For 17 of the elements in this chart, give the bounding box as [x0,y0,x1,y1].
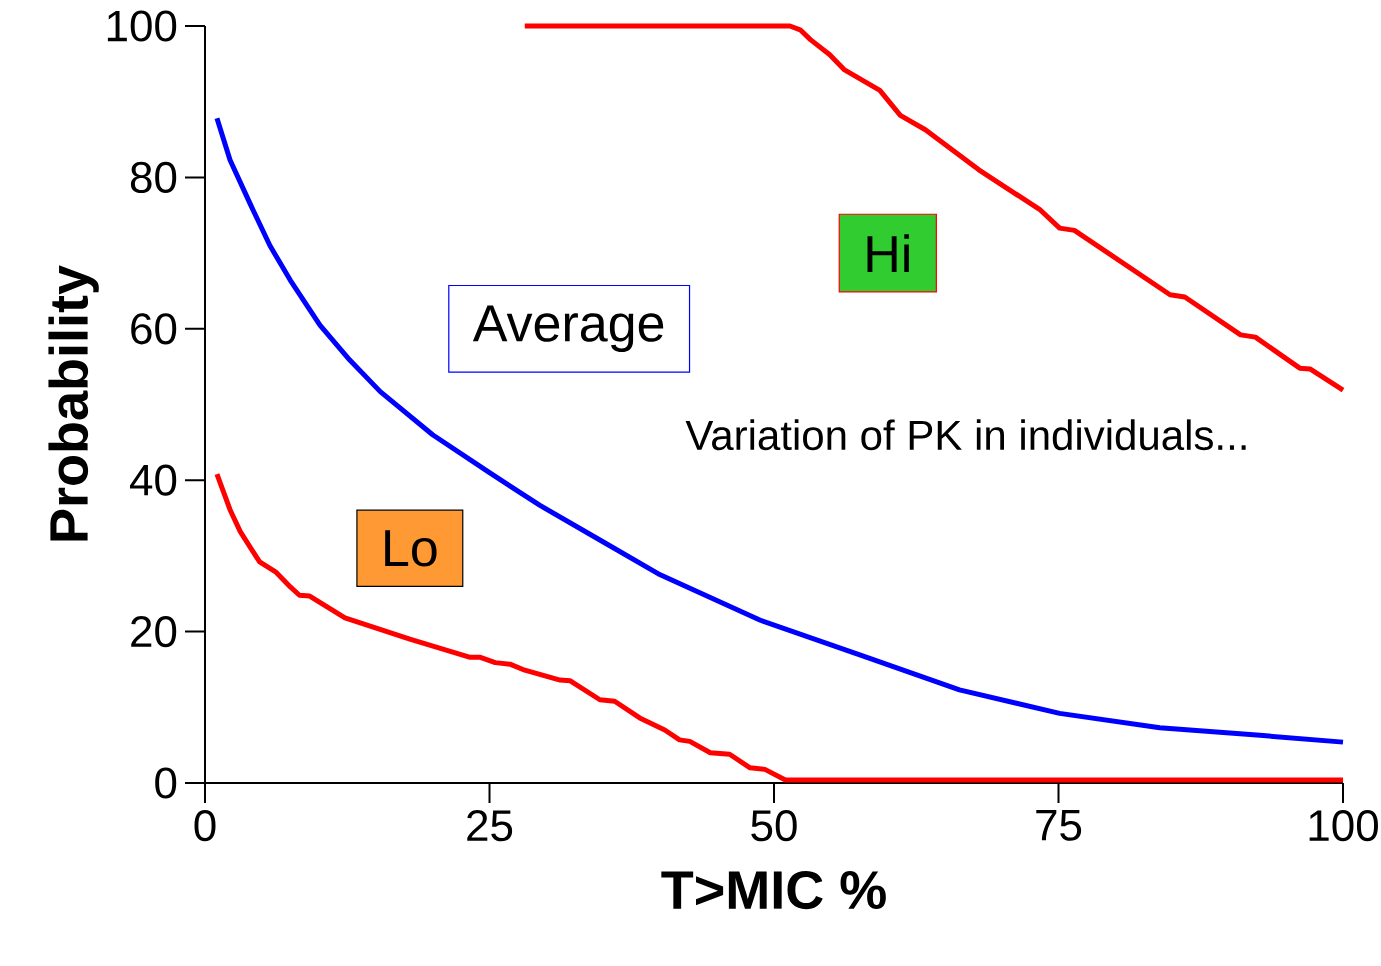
y-tick-label: 40 [130,464,177,496]
series-label: Average [472,305,664,353]
annotation: Variation of PK in individuals... [685,419,1246,451]
y-tick-label: 0 [155,767,177,799]
y-tick-label: 20 [131,616,177,648]
x-tick-label: 0 [194,810,216,842]
x-tick-label: 25 [467,810,513,842]
y-axis-title: Probability [48,265,99,541]
series-label: Hi [867,234,909,272]
x-tick-label: 50 [751,810,797,842]
x-axis-title: T>MIC % [661,870,886,910]
y-tick-label: 80 [130,161,177,193]
x-tick-label: 75 [1036,810,1082,841]
x-tick-label: 100 [1309,810,1378,842]
series-label: Lo [385,530,437,567]
y-tick-label: 100 [107,10,177,42]
y-tick-label: 60 [131,313,177,345]
